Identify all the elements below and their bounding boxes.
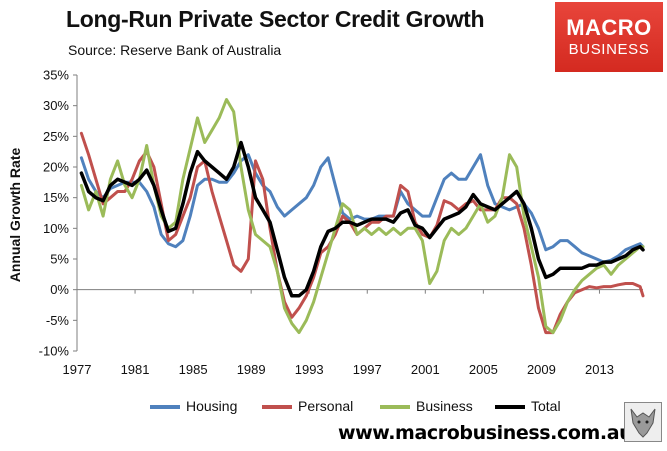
legend-item-personal: Personal bbox=[262, 398, 353, 414]
logo-line-1: MACRO bbox=[566, 15, 652, 40]
x-tick-label: 1985 bbox=[179, 362, 208, 377]
y-tick-label: 35% bbox=[43, 68, 69, 83]
chart-title: Long-Run Private Sector Credit Growth bbox=[66, 6, 485, 32]
legend-item-total: Total bbox=[495, 398, 561, 414]
series-line-total bbox=[79, 140, 645, 298]
legend-item-business: Business bbox=[380, 398, 473, 414]
x-tick-label: 1981 bbox=[121, 362, 150, 377]
chart-series bbox=[79, 98, 645, 335]
wolf-logo-icon bbox=[624, 402, 662, 442]
x-tick-label: 1977 bbox=[63, 362, 92, 377]
x-tick-label: 1989 bbox=[237, 362, 266, 377]
legend-label-housing: Housing bbox=[186, 398, 238, 414]
legend-label-personal: Personal bbox=[298, 398, 354, 414]
chart-source: Source: Reserve Bank of Australia bbox=[68, 42, 282, 58]
y-tick-label: -10% bbox=[39, 344, 70, 359]
series-line-business bbox=[79, 98, 645, 335]
macrobusiness-logo[interactable]: MACRO BUSINESS bbox=[555, 2, 663, 72]
y-tick-label: 15% bbox=[43, 190, 69, 205]
y-axis-label: Annual Growth Rate bbox=[7, 148, 23, 283]
x-tick-label: 1997 bbox=[353, 362, 382, 377]
legend-swatch-business bbox=[380, 405, 410, 410]
x-tick-label: 2009 bbox=[527, 362, 556, 377]
legend-label-business: Business bbox=[416, 398, 473, 414]
legend-item-housing: Housing bbox=[150, 398, 237, 414]
website-url[interactable]: www.macrobusiness.com.au bbox=[338, 422, 633, 444]
y-tick-label: 20% bbox=[43, 160, 69, 175]
chart-axes: -10% -5% 0% 5% 10% 15% 20% 25% 30% 35% 1977 1981 198… bbox=[39, 68, 643, 377]
wolf-icon bbox=[630, 408, 656, 438]
y-tick-label: 30% bbox=[43, 98, 69, 113]
x-tick-label: 2013 bbox=[585, 362, 614, 377]
y-tick-label: 5% bbox=[50, 252, 69, 267]
legend-label-total: Total bbox=[531, 398, 561, 414]
logo-line-2: BUSINESS bbox=[568, 41, 650, 58]
x-tick-label: 2005 bbox=[469, 362, 498, 377]
legend-swatch-personal bbox=[262, 405, 292, 410]
y-tick-label: 10% bbox=[43, 221, 69, 236]
y-tick-label: -5% bbox=[46, 313, 70, 328]
x-tick-label: 1993 bbox=[295, 362, 324, 377]
series-line-personal bbox=[79, 131, 645, 335]
series-line-housing bbox=[79, 153, 645, 264]
legend-swatch-housing bbox=[150, 405, 180, 410]
y-tick-label: 0% bbox=[50, 282, 69, 297]
x-tick-label: 2001 bbox=[411, 362, 440, 377]
legend-swatch-total bbox=[495, 405, 525, 410]
y-tick-label: 25% bbox=[43, 129, 69, 144]
